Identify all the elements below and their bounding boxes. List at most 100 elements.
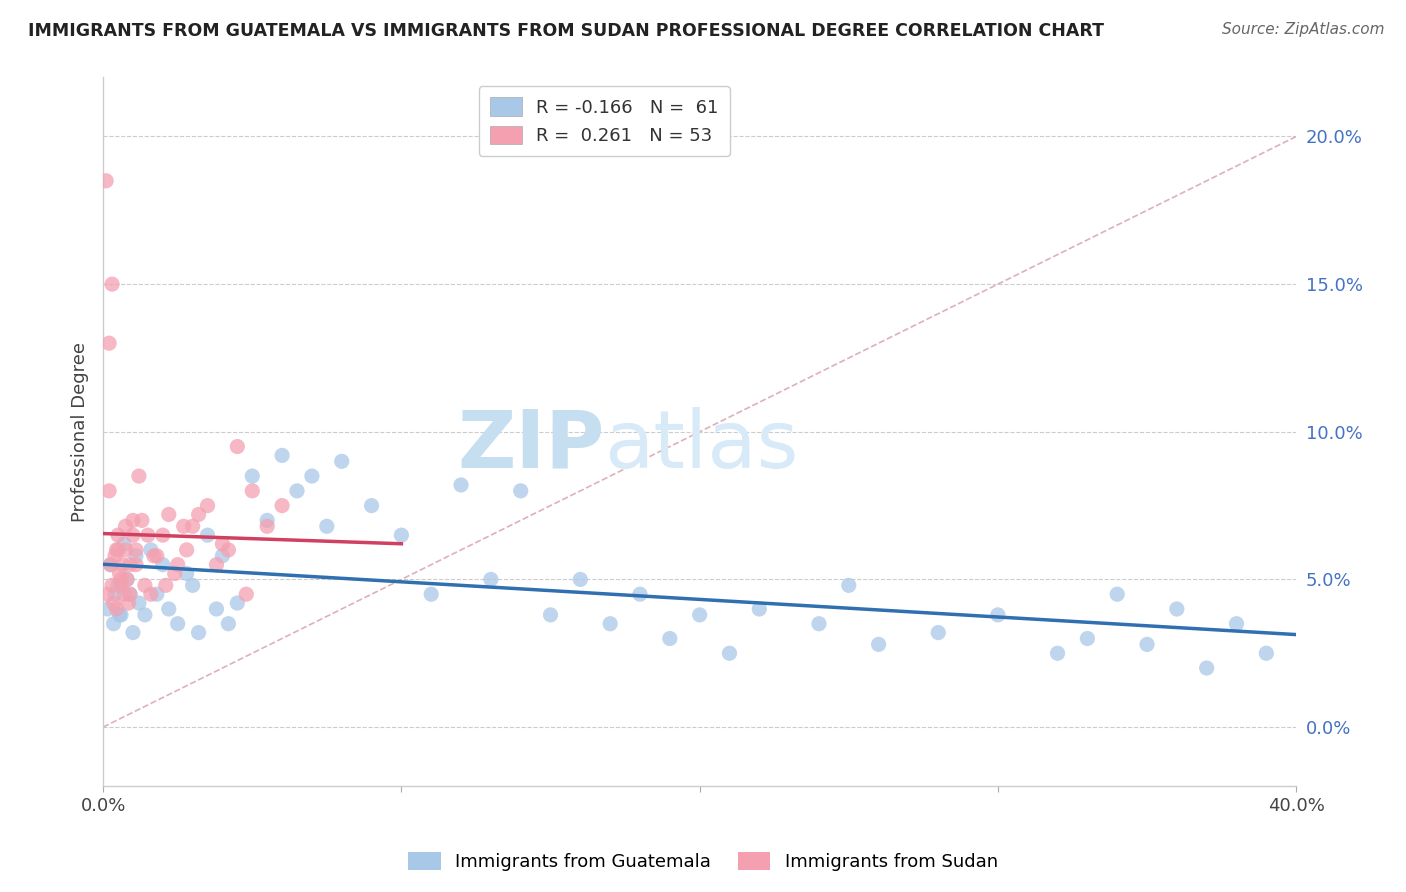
- Point: [101, 277, 124, 292]
- Point: [211, 549, 233, 563]
- Point: [330, 454, 353, 468]
- Point: [226, 440, 249, 454]
- Legend: Immigrants from Guatemala, Immigrants from Sudan: Immigrants from Guatemala, Immigrants fr…: [401, 845, 1005, 879]
- Point: [1046, 646, 1069, 660]
- Point: [118, 558, 141, 572]
- Point: [1076, 632, 1098, 646]
- Point: [146, 549, 169, 563]
- Point: [420, 587, 443, 601]
- Point: [107, 542, 129, 557]
- Point: [97, 602, 120, 616]
- Point: [1256, 646, 1278, 660]
- Point: [128, 596, 150, 610]
- Point: [360, 499, 382, 513]
- Point: [112, 537, 135, 551]
- Point: [122, 625, 145, 640]
- Point: [114, 519, 136, 533]
- Point: [166, 616, 188, 631]
- Point: [217, 542, 239, 557]
- Point: [301, 469, 323, 483]
- Point: [205, 602, 228, 616]
- Point: [114, 542, 136, 557]
- Point: [540, 607, 562, 622]
- Point: [181, 578, 204, 592]
- Point: [205, 558, 228, 572]
- Point: [101, 578, 124, 592]
- Point: [176, 566, 198, 581]
- Point: [569, 573, 592, 587]
- Point: [122, 528, 145, 542]
- Point: [509, 483, 531, 498]
- Point: [163, 566, 186, 581]
- Point: [108, 566, 131, 581]
- Point: [134, 607, 156, 622]
- Point: [187, 625, 209, 640]
- Point: [125, 542, 148, 557]
- Point: [103, 616, 125, 631]
- Point: [927, 625, 949, 640]
- Point: [868, 637, 890, 651]
- Point: [197, 499, 219, 513]
- Point: [450, 478, 472, 492]
- Point: [240, 483, 263, 498]
- Point: [240, 469, 263, 483]
- Point: [718, 646, 741, 660]
- Point: [118, 587, 141, 601]
- Point: [110, 578, 132, 592]
- Point: [122, 513, 145, 527]
- Point: [134, 578, 156, 592]
- Point: [98, 336, 121, 351]
- Point: [315, 519, 337, 533]
- Point: [1195, 661, 1218, 675]
- Point: [115, 573, 138, 587]
- Point: [139, 542, 162, 557]
- Point: [104, 587, 127, 601]
- Point: [628, 587, 651, 601]
- Text: Source: ZipAtlas.com: Source: ZipAtlas.com: [1222, 22, 1385, 37]
- Point: [118, 587, 141, 601]
- Point: [479, 573, 502, 587]
- Point: [142, 549, 165, 563]
- Point: [807, 616, 830, 631]
- Point: [1107, 587, 1129, 601]
- Point: [128, 469, 150, 483]
- Point: [155, 578, 177, 592]
- Point: [112, 587, 135, 601]
- Point: [217, 616, 239, 631]
- Point: [94, 174, 117, 188]
- Point: [97, 587, 120, 601]
- Point: [115, 573, 138, 587]
- Point: [838, 578, 860, 592]
- Point: [105, 602, 128, 616]
- Point: [271, 449, 294, 463]
- Point: [152, 528, 174, 542]
- Point: [197, 528, 219, 542]
- Point: [107, 578, 129, 592]
- Point: [110, 573, 132, 587]
- Point: [131, 513, 153, 527]
- Point: [111, 558, 134, 572]
- Point: [136, 528, 159, 542]
- Point: [256, 519, 278, 533]
- Point: [211, 537, 233, 551]
- Point: [166, 558, 188, 572]
- Text: IMMIGRANTS FROM GUATEMALA VS IMMIGRANTS FROM SUDAN PROFESSIONAL DEGREE CORRELATI: IMMIGRANTS FROM GUATEMALA VS IMMIGRANTS …: [28, 22, 1104, 40]
- Point: [181, 519, 204, 533]
- Point: [125, 549, 148, 563]
- Point: [748, 602, 770, 616]
- Point: [108, 607, 131, 622]
- Point: [1225, 616, 1247, 631]
- Point: [187, 508, 209, 522]
- Point: [139, 587, 162, 601]
- Point: [100, 558, 122, 572]
- Point: [658, 632, 681, 646]
- Point: [107, 528, 129, 542]
- Point: [176, 542, 198, 557]
- Point: [100, 558, 122, 572]
- Point: [125, 558, 148, 572]
- Point: [110, 607, 132, 622]
- Point: [152, 558, 174, 572]
- Point: [146, 587, 169, 601]
- Point: [104, 549, 127, 563]
- Text: atlas: atlas: [605, 407, 799, 485]
